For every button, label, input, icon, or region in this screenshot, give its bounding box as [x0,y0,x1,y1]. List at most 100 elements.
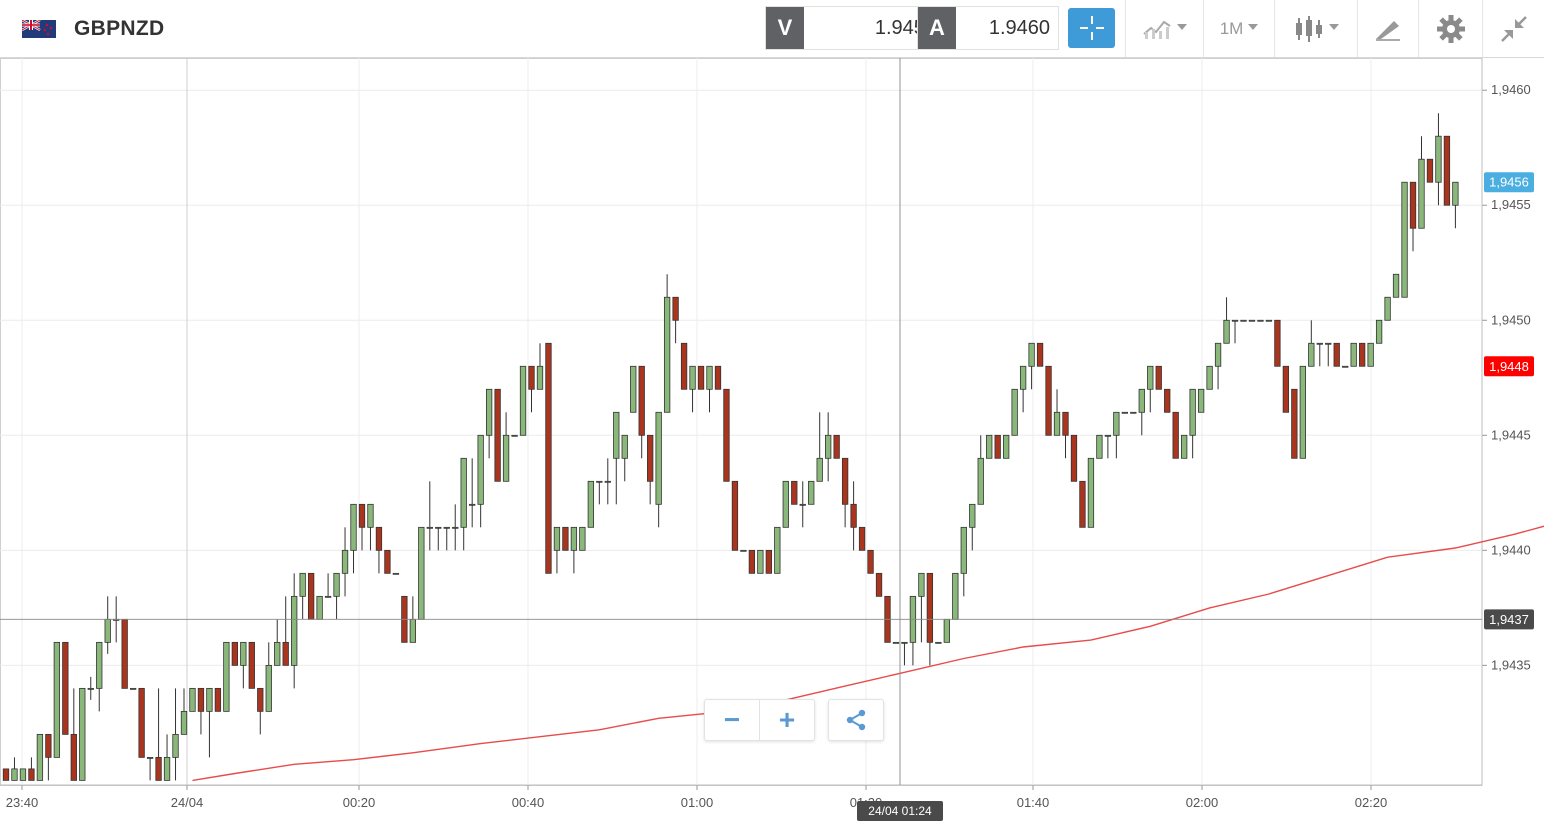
candle [1190,389,1196,458]
candle [29,757,35,780]
candle [80,688,86,780]
candle-body-up [978,458,984,504]
chart-type-button[interactable] [1125,0,1203,57]
candle [317,596,323,619]
candle [376,527,382,573]
candle [1215,343,1221,389]
zoom-in-button[interactable]: + [760,700,814,740]
candles-button[interactable] [1274,0,1357,57]
candle-body-down [1046,366,1052,435]
x-tick-label: 01:40 [1017,795,1050,810]
candlestick-icon [1294,15,1324,43]
candle-body-up [919,573,925,596]
instrument-symbol: GBPNZD [74,17,164,41]
candle-body-up [12,769,18,781]
candle-body-down [647,435,653,481]
x-tick-label: 02:20 [1355,795,1388,810]
candle [537,343,543,389]
drawing-tools-button[interactable] [1357,0,1418,57]
x-tick-label: 24/04 [171,795,204,810]
candle [12,757,18,780]
candle-body-up [461,458,467,527]
candle [1148,366,1154,412]
candle [978,435,984,504]
crosshair-time-tag: 24/04 01:24 [868,804,932,818]
candle-body-up [1393,274,1399,297]
candle-body-up [893,642,899,643]
candle-body-up [554,527,560,550]
candle [1334,343,1340,366]
candle [953,573,959,619]
candle [842,458,848,527]
y-tick-label: 1,9450 [1491,312,1531,327]
candle [681,343,687,389]
x-tick-label: 01:00 [681,795,714,810]
candle [393,573,399,574]
candle-body-up [936,642,942,643]
candle [758,550,764,573]
candle-body-up [1453,182,1459,205]
candle [3,769,9,781]
candle [1198,389,1204,412]
candle [258,688,264,734]
candle-body-up [503,435,509,481]
candle [478,435,484,527]
candle [232,642,238,665]
candle-body-down [715,366,721,389]
candle-body-up [1351,343,1357,366]
candle-body-down [681,343,687,389]
candle [944,619,950,642]
candle-body-down [995,435,1001,458]
candle [919,573,925,642]
crosshair-button[interactable] [1068,8,1115,48]
candle [1020,366,1026,412]
zoom-controls: − + [704,699,815,741]
collapse-button[interactable] [1482,0,1544,57]
candle [1139,389,1145,435]
timeframe-button[interactable]: 1M [1203,0,1274,57]
candle-body-up [96,642,102,688]
candle-body-down [1359,343,1365,366]
candle [1249,320,1255,321]
x-tick-label: 00:20 [343,795,376,810]
candle [673,297,679,343]
candle-body-up [241,642,247,665]
candle-body-up [1029,343,1035,366]
candle [1410,182,1416,251]
candle-body-up [368,504,374,527]
candle [156,688,162,780]
candle-body-up [351,504,357,550]
candle-body-up [1020,366,1026,389]
candle-body-down [376,527,382,550]
candle [605,458,611,504]
x-tick-label: 02:00 [1186,795,1219,810]
candle-body-down [258,688,264,711]
candle-body-up [1232,320,1238,321]
candle-body-down [868,550,874,573]
candle [215,688,221,711]
candle-body-down [842,458,848,504]
candle [368,504,374,550]
candle [588,481,594,527]
candle [181,688,187,734]
candle-body-up [588,481,594,527]
candle [1181,435,1187,458]
zoom-out-button[interactable]: − [705,700,759,740]
candle-body-up [825,435,831,458]
share-button[interactable] [829,700,883,740]
candle-body-up [1139,389,1145,412]
candle [656,412,662,527]
buy-price-box[interactable]: A 1.9460 [917,6,1059,50]
candle [88,677,94,700]
candle-body-up [342,550,348,573]
candle-body-up [105,619,111,642]
candle-body-up [656,412,662,504]
candle-body-down [529,366,535,389]
candle-body-up [580,527,586,550]
plot-frame [1,59,1483,786]
sell-label: V [766,7,804,49]
settings-button[interactable] [1418,0,1482,57]
candle [461,458,467,550]
candle-body-up [961,527,967,573]
candle-body-down [1410,182,1416,228]
